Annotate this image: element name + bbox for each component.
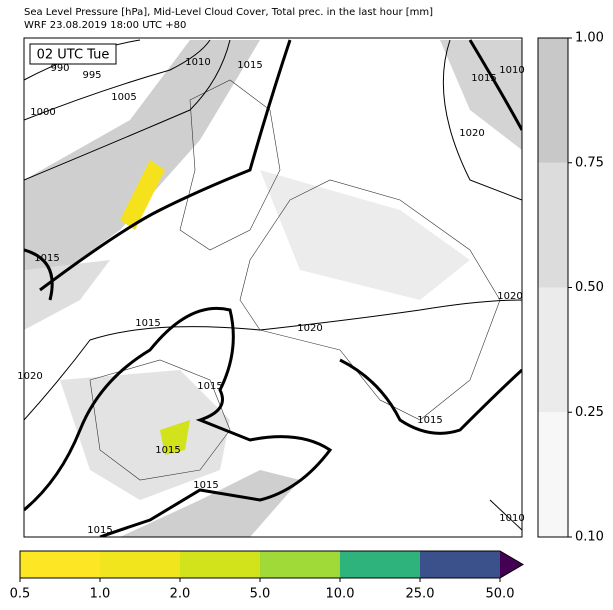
colorbar-tick-label: 0.75 <box>575 155 604 170</box>
colorbar-extension <box>500 551 523 578</box>
colorbar-tick-label: 1.00 <box>575 31 604 46</box>
isobar <box>24 299 522 421</box>
map: 990 995 1000 1005 1010 1015 1010 1015 10… <box>17 37 525 538</box>
isobar-label: 1010 <box>499 513 524 524</box>
isobar <box>489 499 522 531</box>
isobar <box>24 39 292 301</box>
isobar-label: 1020 <box>497 291 522 302</box>
colorbar-segment <box>100 551 180 578</box>
colorbar-segment <box>180 551 260 578</box>
precip-area <box>160 420 190 455</box>
isobar-label: 1015 <box>417 415 442 426</box>
colorbar-frame <box>19 550 524 579</box>
isobar <box>24 39 211 121</box>
cloud-area <box>60 370 230 500</box>
isobar <box>24 39 231 181</box>
isobar-label: 1015 <box>197 381 222 392</box>
cloud-area <box>120 470 300 537</box>
isobar-label: 1010 <box>185 57 210 68</box>
colorbar-segment <box>260 551 340 578</box>
colorbar-tick-label: 0.25 <box>575 405 604 420</box>
isobar-label: 1010 <box>499 65 524 76</box>
isobar-label: 1020 <box>17 371 42 382</box>
header-line: WRF 23.08.2019 18:00 UTC +80 <box>24 20 186 31</box>
colorbar-tick-label: 0.5 <box>10 587 31 602</box>
cloud-area <box>260 170 470 300</box>
cloud-colorbar: 0.10 0.25 0.50 0.75 1.00 <box>537 31 604 545</box>
isobar-label: 1020 <box>297 323 322 334</box>
isobar-label: 1020 <box>459 128 484 139</box>
isobar-label: 1015 <box>135 318 160 329</box>
colorbar-segment <box>420 551 500 578</box>
colorbar-tick-label: 50.0 <box>486 587 515 602</box>
isobar-label: 1015 <box>193 480 218 491</box>
colorbar-tick-label: 2.0 <box>170 587 191 602</box>
colorbar-tick-label: 5.0 <box>250 587 271 602</box>
time-label: 02 UTC Tue <box>37 48 110 63</box>
coastline <box>89 79 501 481</box>
isobar-label: 1015 <box>155 445 180 456</box>
isobar-label: 1015 <box>237 60 262 71</box>
precip-area <box>120 160 165 230</box>
isobar <box>339 358 522 435</box>
colorbar-segment <box>538 412 568 537</box>
colorbar-segment <box>538 162 568 288</box>
header-line: Sea Level Pressure [hPa], Mid-Level Clou… <box>24 7 433 18</box>
cloud-area <box>24 260 110 330</box>
isobar-label: 1015 <box>471 73 496 84</box>
colorbar-tick-label: 25.0 <box>406 587 435 602</box>
colorbar-segment <box>340 551 420 578</box>
isobar-label: 1000 <box>30 107 55 118</box>
cloud-band <box>24 40 260 300</box>
precip-colorbar: 0.5 1.0 2.0 5.0 10.0 25.0 50.0 <box>10 550 524 602</box>
colorbar-tick-label: 0.50 <box>575 280 604 295</box>
colorbar-tick-label: 1.0 <box>90 587 111 602</box>
map-frame <box>23 37 523 538</box>
isobar <box>24 306 333 537</box>
colorbar-segment <box>538 287 568 413</box>
colorbar-tick-label: 0.10 <box>575 530 604 545</box>
isobar-label: 1015 <box>87 525 112 536</box>
cloud-area <box>440 40 522 150</box>
isobar-label: 995 <box>82 70 101 81</box>
isobar <box>442 39 522 201</box>
isobar-label: 1015 <box>34 253 59 264</box>
time-label-box <box>29 43 117 65</box>
colorbar-segment <box>538 38 568 163</box>
isobar <box>468 39 522 131</box>
isobar-label: 1005 <box>111 92 136 103</box>
isobar-label: 990 <box>50 63 69 74</box>
colorbar-tick-label: 10.0 <box>326 587 355 602</box>
colorbar-segment <box>20 551 100 578</box>
